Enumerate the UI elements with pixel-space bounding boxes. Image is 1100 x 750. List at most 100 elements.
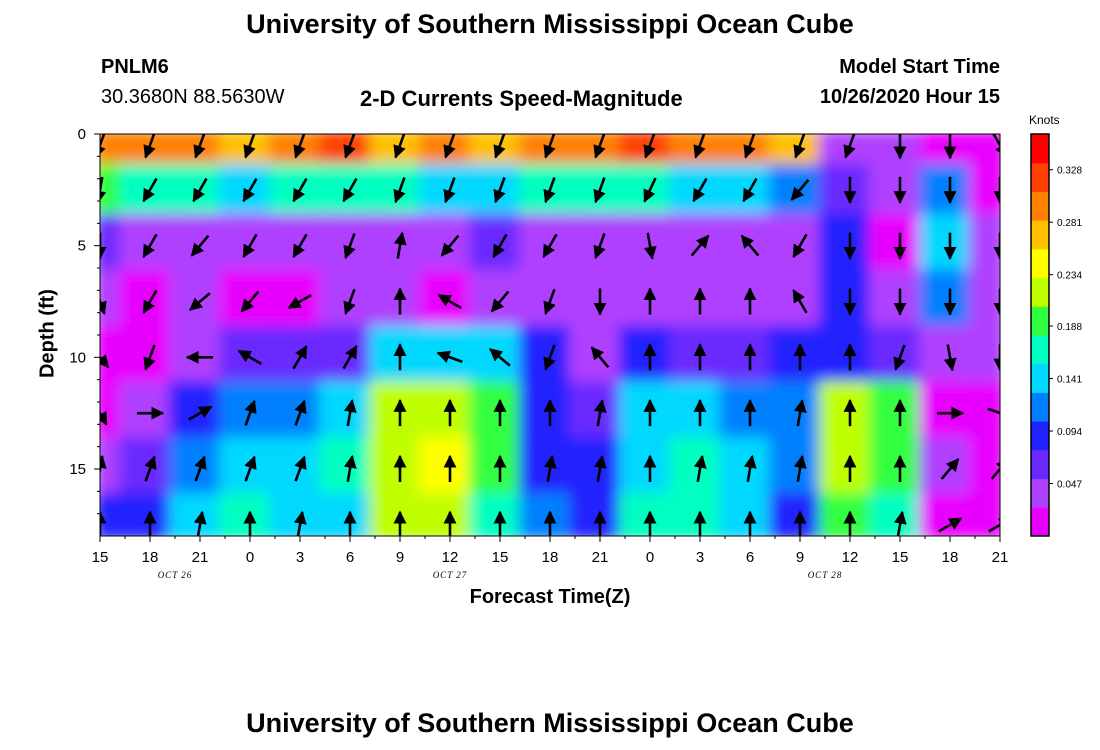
y-axis-title: Depth (ft) [36, 289, 59, 378]
current-arrow [742, 177, 758, 203]
current-arrow [493, 134, 506, 159]
current-arrow [436, 350, 463, 364]
page-title: University of Southern Mississippi Ocean… [246, 9, 854, 39]
current-arrow [988, 517, 1000, 533]
colorbar-segment [1031, 392, 1049, 422]
current-arrow [490, 290, 510, 313]
current-arrow [294, 455, 307, 482]
current-arrow [343, 134, 356, 159]
current-arrow [493, 177, 506, 204]
x-tick-label: 12 [442, 549, 459, 566]
x-axis-title: Forecast Time(Z) [469, 586, 631, 608]
x-tick-label: 6 [346, 549, 354, 566]
current-arrow [343, 288, 356, 315]
current-arrow [643, 232, 657, 260]
current-arrow [342, 344, 358, 370]
current-arrow [244, 399, 257, 426]
colorbar-segment [1031, 248, 1049, 279]
current-arrow [292, 233, 308, 259]
plot-title: 2-D Currents Speed-Magnitude [360, 86, 683, 111]
current-arrow [343, 454, 357, 483]
current-arrow [343, 233, 356, 260]
current-arrow [443, 177, 456, 204]
current-arrow [543, 454, 557, 483]
current-arrow [142, 233, 158, 259]
current-arrow [242, 233, 258, 259]
current-arrow [740, 234, 760, 257]
colorbar-tick-label: 0.234 [1057, 271, 1082, 282]
date-label: OCT 26 [158, 570, 193, 580]
y-tick-label: 15 [69, 461, 86, 478]
current-arrow [793, 454, 807, 483]
current-arrow [343, 399, 357, 427]
current-arrow [100, 134, 106, 159]
current-arrow [990, 458, 1000, 480]
current-arrow [938, 517, 963, 533]
current-arrow [100, 297, 107, 315]
current-arrow [792, 233, 808, 259]
current-arrow [100, 454, 107, 477]
current-arrow [643, 134, 656, 159]
current-arrow [940, 458, 960, 480]
current-arrow [543, 288, 556, 315]
current-arrow [194, 455, 207, 482]
x-tick-label: 21 [192, 549, 209, 566]
current-arrow [437, 293, 462, 310]
model-start-label: Model Start Time [839, 56, 1000, 78]
colorbar-title: Knots [1029, 113, 1060, 127]
heatmap-cell [969, 381, 1000, 446]
current-arrow [643, 177, 657, 203]
current-arrow [593, 399, 607, 427]
current-arrow [590, 346, 610, 369]
current-arrow [690, 234, 710, 257]
heatmap-cell [969, 325, 1000, 390]
current-arrow [188, 405, 213, 421]
colorbar-segment [1031, 306, 1049, 336]
current-arrow [100, 354, 110, 369]
current-arrow [143, 344, 156, 371]
x-tick-label: 6 [746, 549, 754, 566]
current-arrow [893, 344, 906, 371]
current-arrow [943, 344, 957, 372]
x-tick-label: 21 [592, 549, 609, 566]
current-arrow [293, 134, 306, 159]
current-arrow [287, 293, 312, 310]
current-arrow [792, 289, 808, 314]
colorbar-segment [1031, 277, 1049, 307]
current-arrow [693, 134, 706, 159]
current-arrow [593, 134, 606, 159]
y-tick-label: 10 [69, 349, 86, 366]
colorbar-tick-label: 0.047 [1057, 480, 1082, 491]
current-arrow [142, 289, 158, 314]
current-arrow [893, 510, 907, 536]
heatmap-cell [969, 213, 1000, 278]
colorbar-segment [1031, 449, 1049, 480]
x-tick-label: 15 [92, 549, 109, 566]
current-arrow [393, 134, 406, 159]
colorbar-segment [1031, 421, 1049, 451]
colorbar-segment [1031, 191, 1049, 221]
colorbar-tick-label: 0.188 [1057, 322, 1082, 333]
heatmap-cell [969, 437, 1000, 501]
current-arrow [593, 177, 606, 204]
x-tick-label: 12 [842, 549, 859, 566]
current-arrow [244, 455, 257, 482]
date-label: OCT 28 [808, 570, 843, 580]
current-arrow [144, 455, 157, 482]
colorbar-tick-label: 0.141 [1057, 375, 1082, 386]
current-arrow [292, 344, 308, 370]
colorbar-segment [1031, 162, 1049, 192]
current-arrow [743, 134, 756, 159]
current-arrow [142, 177, 158, 203]
current-arrow [393, 177, 406, 204]
current-arrow [189, 292, 211, 311]
current-arrow [100, 410, 108, 426]
current-arrow [992, 134, 1000, 158]
current-arrow [693, 454, 707, 483]
x-tick-label: 3 [696, 549, 704, 566]
x-tick-label: 0 [246, 549, 254, 566]
colorbar-tick-label: 0.094 [1057, 427, 1082, 438]
x-tick-label: 9 [396, 549, 404, 566]
x-tick-label: 18 [942, 549, 959, 566]
